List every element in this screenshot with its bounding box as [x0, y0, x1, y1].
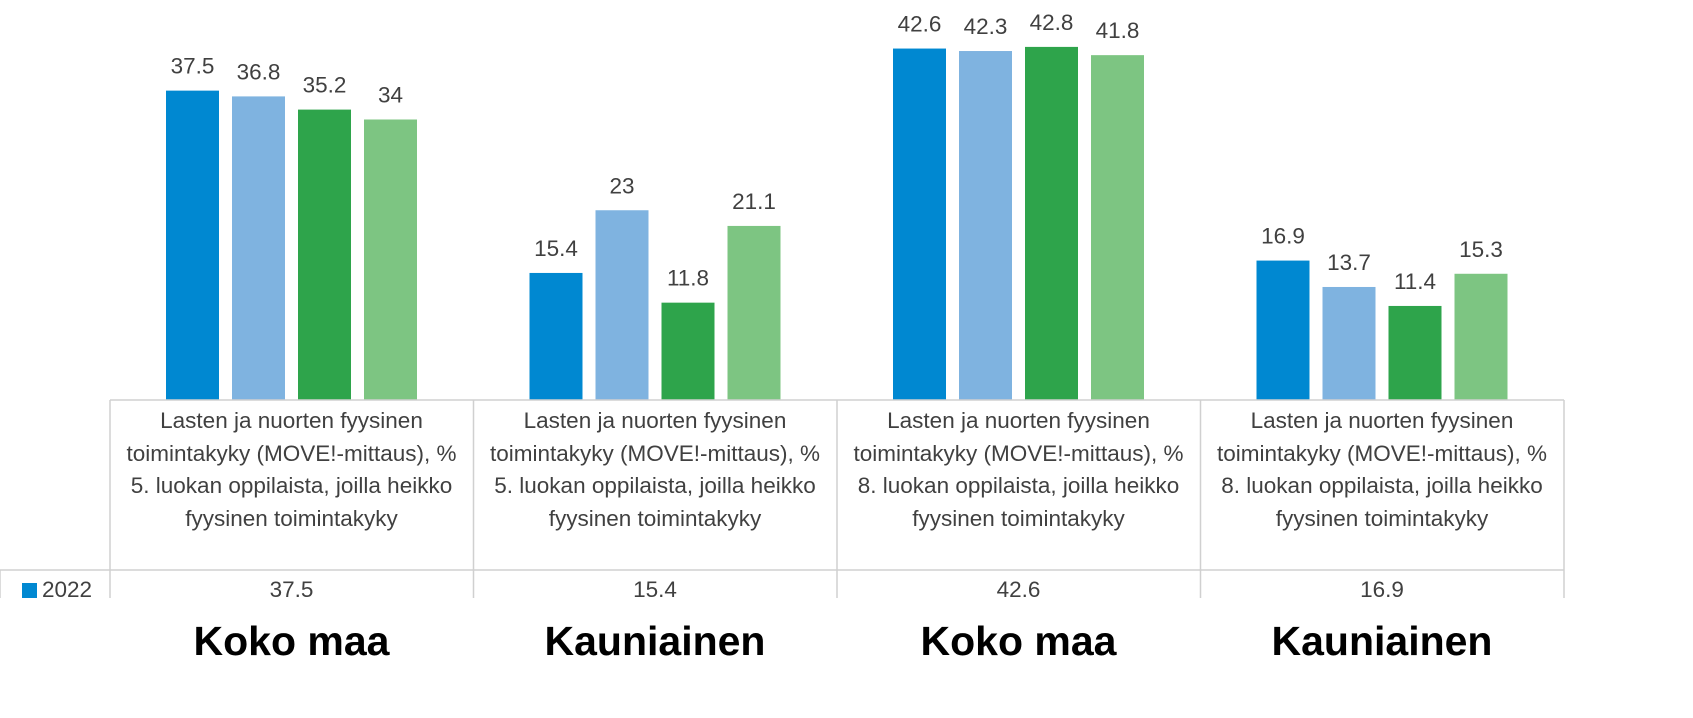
group-label: Koko maa [920, 618, 1117, 664]
bar [529, 272, 583, 400]
data-label: 16.9 [1261, 224, 1305, 249]
bar [1388, 305, 1442, 400]
data-label: 34 [378, 83, 403, 108]
bar [232, 96, 285, 401]
data-label: 35.2 [303, 73, 347, 98]
bar [298, 109, 351, 400]
data-label: 41.8 [1096, 18, 1140, 43]
table-value: 16.9 [1360, 577, 1404, 600]
data-label: 36.8 [237, 59, 281, 84]
legend-swatch [22, 583, 37, 598]
category-label: Lasten ja nuorten fyysinen toimintakyky … [853, 408, 1184, 531]
category-label: Lasten ja nuorten fyysinen toimintakyky … [489, 408, 821, 531]
bar [595, 210, 649, 400]
data-label: 13.7 [1327, 250, 1371, 275]
bar [1256, 260, 1310, 400]
data-label: 37.5 [171, 54, 215, 79]
bar [364, 119, 417, 400]
legend-label: 2022 [42, 577, 93, 600]
data-label: 42.8 [1030, 10, 1074, 35]
group-label: Kauniainen [1271, 618, 1493, 664]
category-label: Lasten ja nuorten fyysinen toimintakyky … [1216, 408, 1548, 531]
data-label: 15.4 [534, 236, 578, 261]
table-value: 42.6 [996, 577, 1041, 600]
table-value: 15.4 [633, 577, 677, 600]
bar [1454, 273, 1508, 400]
group-label: Koko maa [193, 618, 390, 664]
data-label: 11.8 [667, 266, 709, 291]
data-label: 42.3 [964, 14, 1008, 39]
bar [727, 225, 781, 400]
bar [1091, 55, 1144, 401]
table-value: 37.5 [269, 577, 314, 600]
data-label: 15.3 [1459, 237, 1503, 262]
bar [959, 51, 1012, 401]
bar [893, 48, 946, 401]
bar [661, 302, 715, 400]
data-label: 21.1 [732, 189, 776, 214]
bar [1025, 46, 1078, 401]
data-label: 42.6 [898, 12, 942, 37]
data-label: 11.4 [1394, 269, 1436, 294]
data-label: 23 [609, 173, 634, 198]
bar [166, 90, 219, 400]
category-label: Lasten ja nuorten fyysinen toimintakyky … [126, 408, 457, 531]
bar [1322, 286, 1376, 400]
group-label: Kauniainen [544, 618, 766, 664]
